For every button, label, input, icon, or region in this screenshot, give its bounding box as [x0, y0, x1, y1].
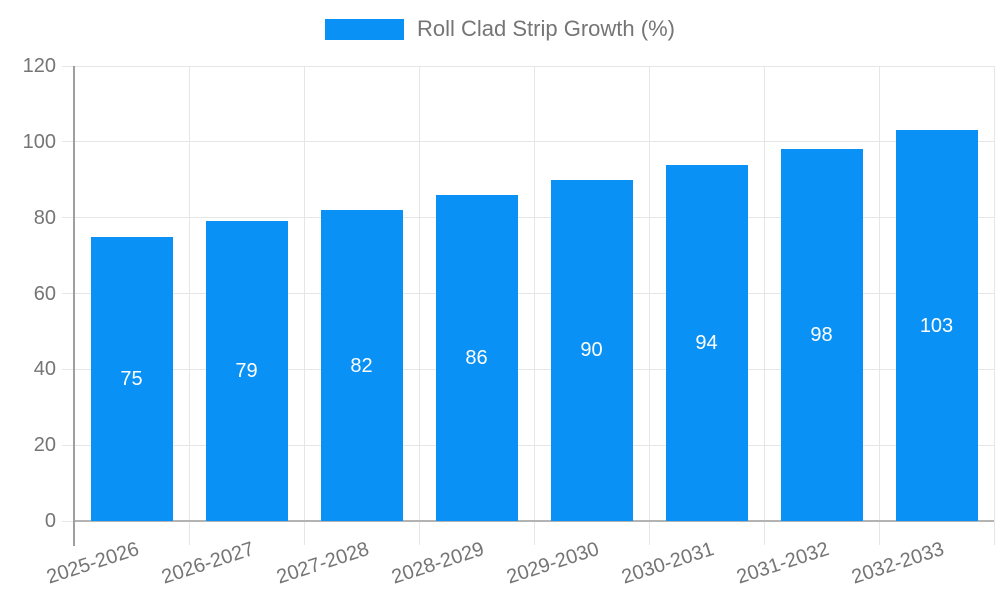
bar[interactable]: [435, 194, 518, 521]
vertical-gridline: [878, 66, 880, 545]
bar-value-label: 90: [580, 339, 603, 362]
bar[interactable]: [205, 221, 288, 521]
bar-value-label: 98: [810, 324, 833, 347]
legend-swatch: [325, 18, 405, 40]
y-axis-label: 40: [33, 358, 56, 381]
vertical-gridline: [418, 66, 420, 545]
horizontal-gridline: [74, 368, 994, 370]
horizontal-gridline: [74, 444, 994, 446]
bar-value-label: 86: [465, 346, 488, 369]
bar[interactable]: [90, 236, 173, 521]
legend-label: Roll Clad Strip Growth (%): [417, 16, 675, 41]
bar-value-label: 82: [350, 354, 373, 377]
bar[interactable]: [320, 210, 403, 521]
bar-value-label: 75: [120, 367, 143, 390]
y-tick-mark: [62, 65, 74, 67]
x-axis-line: [74, 520, 994, 522]
bar[interactable]: [895, 130, 978, 521]
vertical-gridline: [533, 66, 535, 545]
chart-legend: Roll Clad Strip Growth (%): [0, 16, 1000, 42]
horizontal-gridline: [74, 293, 994, 294]
y-tick-mark: [62, 368, 74, 370]
y-tick-mark: [62, 293, 74, 294]
bar-value-label: 79: [235, 360, 258, 383]
bar[interactable]: [780, 149, 863, 521]
bar-value-label: 94: [695, 331, 718, 354]
horizontal-gridline: [74, 65, 994, 67]
vertical-gridline: [763, 66, 765, 545]
y-tick-mark: [62, 217, 74, 219]
y-axis-label: 120: [22, 55, 56, 77]
horizontal-gridline: [74, 217, 994, 219]
y-axis-line: [73, 66, 75, 546]
y-axis-label: 20: [33, 434, 56, 457]
y-tick-mark: [62, 444, 74, 446]
bar[interactable]: [665, 164, 748, 521]
y-tick-mark: [62, 141, 74, 143]
vertical-gridline: [993, 66, 995, 545]
vertical-gridline: [303, 66, 305, 545]
y-tick-mark: [62, 520, 74, 522]
y-axis-label: 100: [22, 130, 56, 153]
bar[interactable]: [550, 179, 633, 521]
vertical-gridline: [648, 66, 650, 545]
y-axis-label: 0: [44, 510, 56, 532]
y-axis-label: 60: [33, 282, 56, 305]
y-axis-label: 80: [33, 206, 56, 229]
vertical-gridline: [188, 66, 190, 545]
horizontal-gridline: [74, 141, 994, 143]
bar-value-label: 103: [919, 314, 954, 337]
